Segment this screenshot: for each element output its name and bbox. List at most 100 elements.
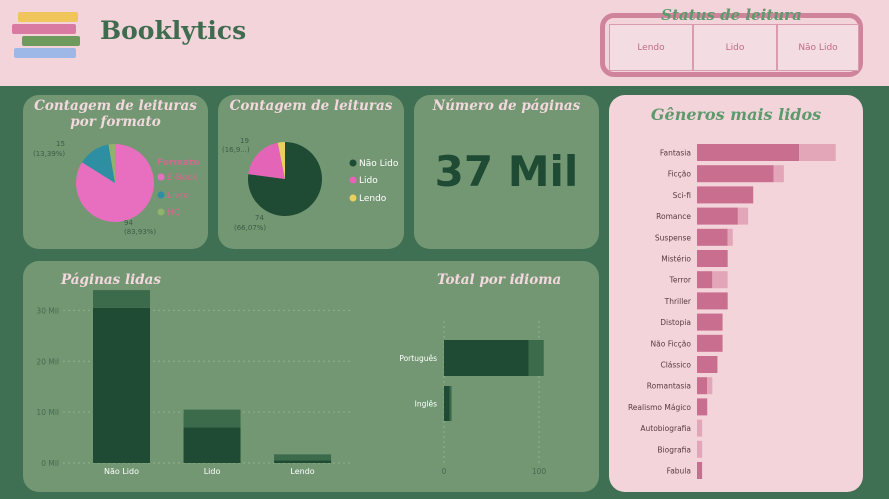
genre-label: Autobiografia: [640, 424, 691, 433]
genre-label: Terror: [669, 276, 692, 285]
pages-y-tick-label: 10 Mil: [36, 408, 59, 417]
pages-bar-nao-lido[interactable]: [93, 307, 150, 463]
genres-title: Gêneros mais lidos: [650, 105, 822, 124]
legend-nao-lido-dot: [349, 159, 357, 167]
lang-bar-extra-portugues[interactable]: [528, 340, 544, 376]
legend-lendo-label: Lendo: [359, 194, 387, 204]
legend-lendo-dot: [349, 194, 357, 202]
legend-hq-label: HQ: [167, 208, 181, 218]
genre-bar-extra-romantasia[interactable]: [707, 377, 713, 395]
pages-total-value: 37 Mil: [434, 147, 579, 196]
pages-bar-extra-nao-lido[interactable]: [93, 290, 150, 308]
format-legend-title: Formato: [157, 158, 199, 168]
genre-bar-suspense[interactable]: [697, 228, 728, 246]
genre-label: Biografia: [657, 445, 691, 454]
format-slice-livro[interactable]: [81, 144, 115, 183]
pages-x-tick-label: Lendo: [290, 467, 314, 476]
status-filter: Status de leitura Lendo Lido Não Lido: [600, 6, 863, 77]
lang-bar-portugues[interactable]: [444, 340, 529, 376]
legend-lido-label: Lido: [359, 176, 378, 186]
pages-bar-lendo[interactable]: [274, 460, 332, 463]
genre-label: Romance: [656, 212, 691, 221]
format-card-title: Contagem de leituras por formato: [34, 98, 197, 130]
status-button-lendo[interactable]: Lendo: [609, 24, 693, 71]
pages-bar-lido[interactable]: [183, 427, 241, 463]
lang-bar-ingles[interactable]: [444, 386, 450, 421]
genre-label: Mistério: [661, 255, 691, 264]
pages-y-tick-label: 30 Mil: [36, 306, 59, 315]
genre-bar-distopia[interactable]: [697, 313, 723, 331]
legend-livro-label: Livro: [167, 191, 189, 201]
status-slice-label-pct-lido: (16,9...): [222, 146, 250, 154]
pages-bar-extra-lendo[interactable]: [274, 454, 332, 461]
pages-x-tick-label: Lido: [204, 467, 221, 476]
genre-bar-nao-ficcao[interactable]: [697, 334, 723, 352]
genre-label: Fantasia: [660, 149, 691, 158]
genre-bar-realismo-magico[interactable]: [697, 398, 708, 416]
genre-label: Realismo Mágico: [628, 403, 691, 412]
genre-label: Fabula: [667, 467, 691, 476]
pages-card-title: Número de páginas: [432, 98, 581, 114]
genre-bar-romance[interactable]: [697, 207, 738, 225]
genre-bar-classico[interactable]: [697, 356, 718, 373]
status-pie-chart: Não Lido Lido Lendo 74 (66,07%) 19 (16,9…: [222, 137, 399, 232]
legend-lido-dot: [349, 176, 357, 184]
genre-label: Distopia: [660, 318, 691, 327]
legend-ebook-dot: [157, 173, 165, 181]
status-slice-label-pct-nao-lido: (66,07%): [234, 224, 266, 232]
format-slice-label-count-ebook: 94: [124, 219, 133, 227]
format-slice-label-count-livro: 15: [56, 140, 65, 148]
status-slice-lido[interactable]: [248, 142, 285, 179]
genre-bar-extra-ficcao[interactable]: [773, 165, 784, 183]
pages-x-tick-label: Não Lido: [104, 467, 139, 476]
format-card: Contagem de leituras por formato Formato…: [23, 95, 208, 249]
genres-card: Gêneros mais lidos Fantasia Ficção Sci-fi R…: [609, 95, 863, 492]
lang-bar-extra-ingles[interactable]: [449, 386, 452, 421]
format-slice-hq[interactable]: [108, 144, 115, 183]
status-slice-label-count-lido: 19: [240, 137, 249, 145]
genre-label: Romantasia: [647, 382, 691, 391]
format-slice-label-pct-ebook: (83,93%): [124, 228, 156, 236]
language-title: Total por idioma: [437, 272, 562, 288]
genre-bar-fantasia[interactable]: [697, 144, 800, 161]
legend-hq-dot: [157, 208, 165, 216]
status-filter-title: Status de leitura: [661, 6, 802, 24]
genre-bar-romantasia[interactable]: [697, 377, 708, 395]
lang-x-tick-label: 100: [532, 467, 547, 476]
format-pie-chart: Formato E-Book Livro HQ 94 (83,93%) 15 (…: [33, 140, 199, 236]
app-title: Booklytics: [100, 16, 247, 45]
status-button-nao-lido[interactable]: Não Lido: [777, 24, 859, 71]
genre-bar-fabula[interactable]: [697, 462, 703, 479]
status-slice-label-count-nao-lido: 74: [255, 214, 264, 222]
genre-label: Não Ficção: [651, 339, 692, 348]
legend-ebook-label: E-Book: [167, 173, 199, 183]
status-slice-lendo[interactable]: [277, 142, 285, 179]
legend-livro-dot: [157, 191, 165, 199]
genre-bar-extra-biografia[interactable]: [697, 440, 703, 458]
genre-bar-misterio[interactable]: [697, 250, 728, 267]
books-logo-icon: [12, 12, 80, 58]
genre-bar-thriller[interactable]: [697, 292, 728, 310]
genre-bar-extra-romance[interactable]: [737, 207, 749, 225]
genre-bar-sci-fi[interactable]: [697, 186, 754, 204]
pages-y-tick-label: 20 Mil: [36, 357, 59, 366]
genre-bar-ficcao[interactable]: [697, 165, 774, 183]
genre-bar-extra-suspense[interactable]: [727, 228, 733, 246]
pages-y-tick-label: 0 Mil: [41, 459, 59, 468]
genre-label: Suspense: [655, 233, 691, 242]
status-count-card: Contagem de leituras Não Lido Lido Lendo…: [218, 95, 404, 249]
genre-bar-extra-terror[interactable]: [712, 271, 728, 289]
genre-bar-terror[interactable]: [697, 271, 713, 289]
genre-bar-extra-autobiografia[interactable]: [697, 419, 703, 437]
status-card-title: Contagem de leituras: [229, 98, 393, 114]
pages-read-card: Páginas lidas Total por idioma 0 Mil 10 M…: [23, 261, 599, 492]
genres-bar-chart: Fantasia Ficção Sci-fi Romance Suspense Misté…: [628, 144, 836, 479]
lang-y-tick-label: Português: [399, 354, 437, 363]
pages-bar-extra-lido[interactable]: [183, 409, 241, 428]
genre-label: Thriller: [664, 297, 692, 306]
pages-total-card: Número de páginas 37 Mil: [414, 95, 599, 249]
status-button-lido[interactable]: Lido: [693, 24, 777, 71]
pages-read-title: Páginas lidas: [61, 272, 162, 288]
genre-bar-extra-fantasia[interactable]: [799, 144, 836, 161]
pages-and-language-charts: 0 Mil 10 Mil 20 Mil 30 Mil Não Lido Lido Lendo…: [36, 290, 547, 476]
